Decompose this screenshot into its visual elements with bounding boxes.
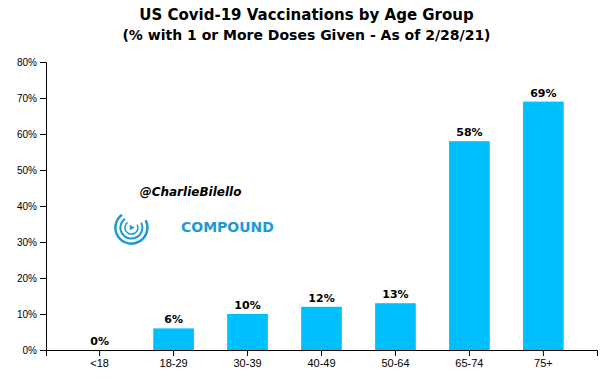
y-tick-mark bbox=[40, 206, 46, 207]
data-label: 6% bbox=[164, 313, 183, 326]
y-tick: 40% bbox=[17, 201, 46, 212]
x-tick: 18-29 bbox=[160, 350, 188, 369]
x-tick-mark bbox=[395, 350, 396, 356]
plot: 0% 10% 20% 30% 40% 50% 60% 70% 80% <18 18-29 30-39 4… bbox=[17, 57, 598, 369]
y-tick-mark bbox=[40, 350, 46, 351]
y-tick-label: 50% bbox=[17, 165, 37, 176]
bar bbox=[523, 102, 564, 350]
x-tick: 40-49 bbox=[307, 350, 335, 369]
x-tick-mark bbox=[543, 350, 544, 356]
y-tick-label: 70% bbox=[17, 93, 37, 104]
x-tick-label: 75+ bbox=[534, 357, 553, 369]
x-tick-label: 40-49 bbox=[307, 357, 335, 369]
y-tick-label: 10% bbox=[17, 309, 37, 320]
y-tick-mark bbox=[40, 278, 46, 279]
y-tick-label: 20% bbox=[17, 273, 37, 284]
x-tick-label: 18-29 bbox=[160, 357, 188, 369]
bars bbox=[153, 102, 563, 350]
y-tick-label: 40% bbox=[17, 201, 37, 212]
chart: US Covid-19 Vaccinations by Age Group (% … bbox=[0, 0, 613, 382]
y-tick-mark bbox=[40, 242, 46, 243]
y-tick: 50% bbox=[17, 165, 46, 176]
y-tick: 20% bbox=[17, 273, 46, 284]
x-tick-label: 65-74 bbox=[455, 357, 483, 369]
logo-triangle bbox=[130, 225, 135, 231]
bar bbox=[375, 303, 416, 350]
x-axis-line bbox=[47, 351, 598, 357]
x-tick-mark bbox=[469, 350, 470, 356]
data-label: 58% bbox=[456, 126, 482, 139]
y-tick-mark bbox=[40, 314, 46, 315]
bar bbox=[153, 328, 194, 350]
x-tick: <18 bbox=[90, 350, 109, 369]
annotation: @CharlieBilello bbox=[140, 185, 242, 199]
data-label: 10% bbox=[234, 299, 260, 312]
y-tick: 70% bbox=[17, 93, 46, 104]
x-tick: 65-74 bbox=[455, 350, 483, 369]
y-tick-label: 80% bbox=[17, 57, 37, 68]
y-tick: 80% bbox=[17, 57, 46, 68]
x-tick-label: <18 bbox=[90, 357, 109, 369]
data-label: 0% bbox=[90, 335, 109, 348]
y-axis-line bbox=[40, 63, 47, 351]
y-tick-mark bbox=[40, 62, 46, 63]
y-tick-label: 0% bbox=[23, 345, 38, 356]
x-tick-mark bbox=[247, 350, 248, 356]
y-tick: 10% bbox=[17, 309, 46, 320]
logo-arc bbox=[115, 215, 147, 244]
y-tick-mark bbox=[40, 170, 46, 171]
data-label: 12% bbox=[308, 292, 334, 305]
title: US Covid-19 Vaccinations by Age Group bbox=[139, 6, 474, 24]
bar bbox=[449, 141, 490, 350]
y-tick: 30% bbox=[17, 237, 46, 248]
logo-arc bbox=[120, 219, 142, 239]
bar bbox=[227, 314, 268, 350]
x-tick-mark bbox=[321, 350, 322, 356]
y-tick: 60% bbox=[17, 129, 46, 140]
x-tick-label: 30-39 bbox=[233, 357, 261, 369]
y-tick: 0% bbox=[23, 345, 46, 356]
x-tick-mark bbox=[173, 350, 174, 356]
x-tick: 30-39 bbox=[233, 350, 261, 369]
y-tick-mark bbox=[40, 134, 46, 135]
subtitle: (% with 1 or More Doses Given - As of 2/… bbox=[122, 27, 490, 43]
y-tick-mark bbox=[40, 98, 46, 99]
data-labels: 0% 6% 10% 12% 13% 58% 69% bbox=[90, 87, 556, 348]
x-axis: <18 18-29 30-39 40-49 50-64 65-74 75+ bbox=[47, 350, 598, 369]
x-tick-mark bbox=[99, 350, 100, 356]
x-tick: 50-64 bbox=[381, 350, 409, 369]
bar bbox=[79, 350, 120, 351]
x-tick: 75+ bbox=[534, 350, 553, 369]
logo bbox=[115, 215, 147, 244]
logo-arc bbox=[125, 222, 138, 234]
annotation: COMPOUND bbox=[181, 219, 274, 235]
y-axis: 0% 10% 20% 30% 40% 50% 60% 70% 80% bbox=[17, 57, 47, 356]
x-tick-label: 50-64 bbox=[381, 357, 409, 369]
data-label: 13% bbox=[382, 288, 408, 301]
bar bbox=[301, 307, 342, 350]
data-label: 69% bbox=[530, 87, 556, 100]
y-tick-label: 30% bbox=[17, 237, 37, 248]
y-tick-label: 60% bbox=[17, 129, 37, 140]
